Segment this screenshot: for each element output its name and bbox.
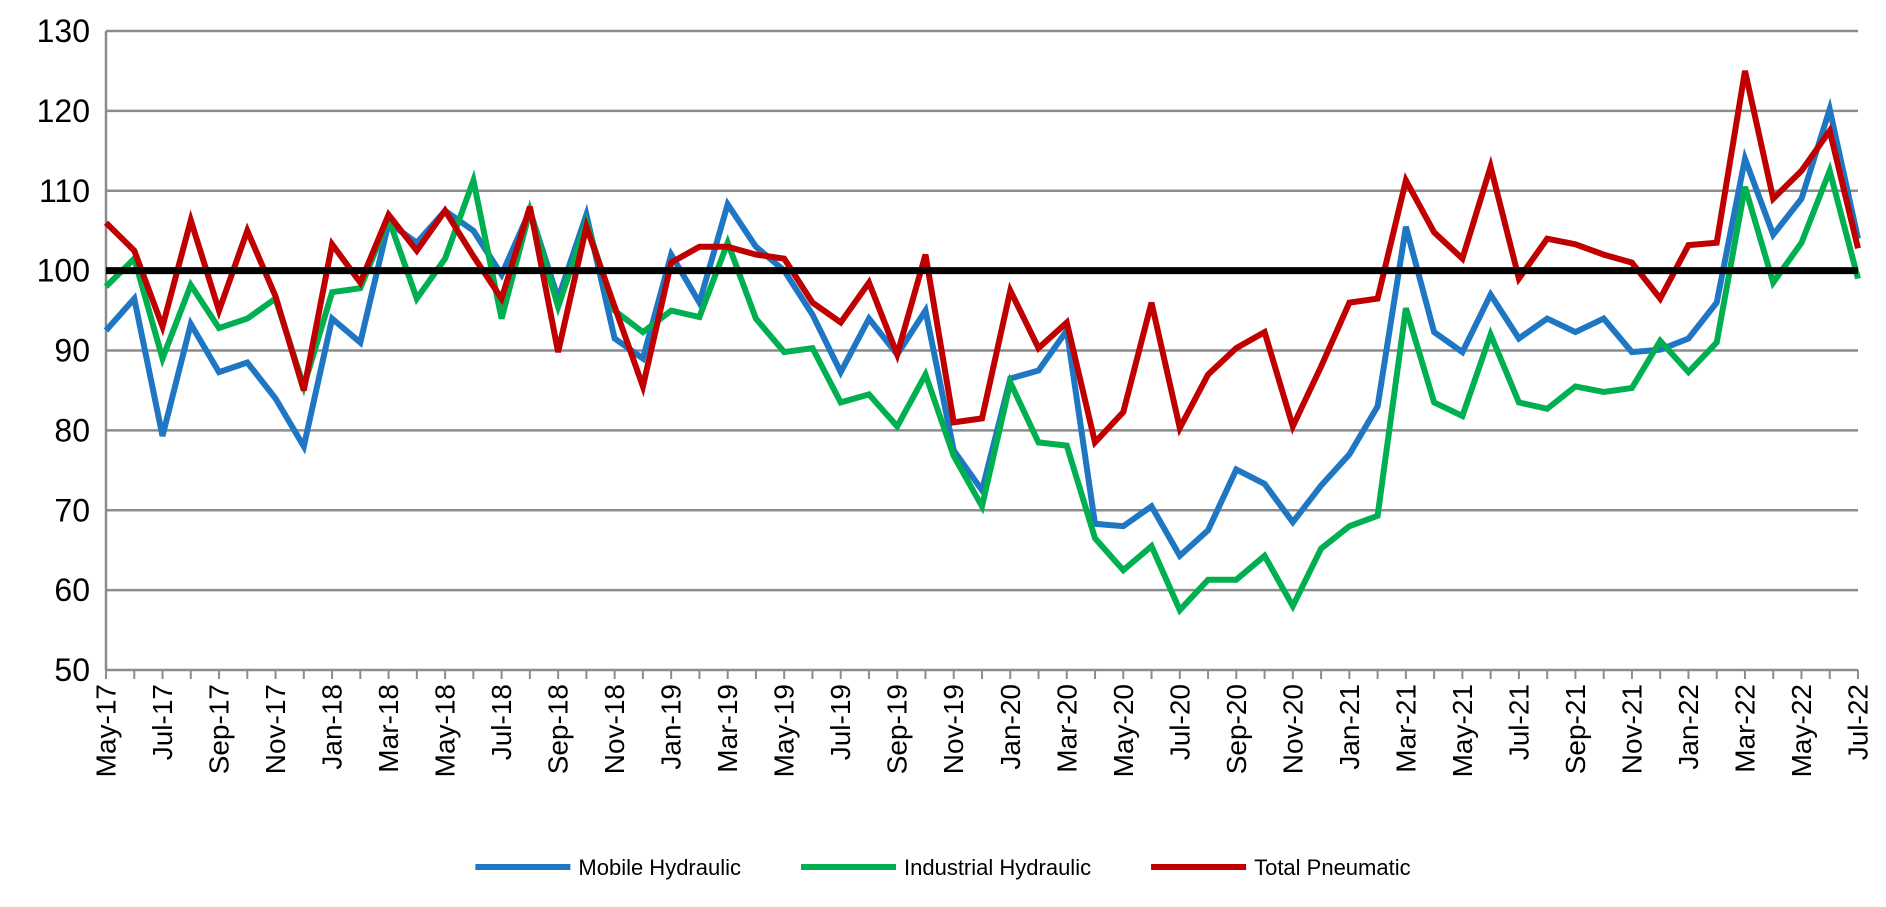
x-tick-label: Nov-20 bbox=[1277, 684, 1308, 774]
x-tick-label: Sep-19 bbox=[882, 684, 913, 774]
y-tick-label: 130 bbox=[37, 13, 90, 49]
series-line-industrial-hydraulic bbox=[103, 161, 1861, 616]
series-line-mobile-hydraulic bbox=[103, 97, 1861, 561]
x-tick-label: Nov-17 bbox=[260, 684, 291, 774]
legend-label-mobile-hydraulic: Mobile Hydraulic bbox=[578, 855, 741, 880]
x-tick-label: Nov-18 bbox=[599, 684, 630, 774]
x-tick-label: Nov-21 bbox=[1616, 684, 1647, 774]
x-tick-label: Sep-18 bbox=[543, 684, 574, 774]
y-tick-label: 90 bbox=[54, 333, 90, 369]
x-tick-label: Mar-21 bbox=[1390, 684, 1421, 773]
legend-label-total-pneumatic: Total Pneumatic bbox=[1254, 855, 1411, 880]
series-line-total-pneumatic bbox=[103, 70, 1861, 449]
x-tick-label: Mar-19 bbox=[712, 684, 743, 773]
x-tick-label: Sep-21 bbox=[1560, 684, 1591, 774]
x-tick-label: Mar-18 bbox=[373, 684, 404, 773]
y-tick-label: 70 bbox=[54, 492, 90, 528]
x-tick-label: May-22 bbox=[1786, 684, 1817, 777]
x-tick-label: May-20 bbox=[1108, 684, 1139, 777]
x-tick-label: Sep-17 bbox=[204, 684, 235, 774]
x-tick-label: Mar-20 bbox=[1051, 684, 1082, 773]
y-tick-label: 100 bbox=[37, 253, 90, 289]
y-tick-label: 80 bbox=[54, 412, 90, 448]
gridlines bbox=[106, 29, 1858, 672]
x-axis: May-17 Jul-17 Sep-17 Nov-17 Jan-18 Mar-18 May-… bbox=[91, 670, 1874, 777]
x-tick-label: Jan-19 bbox=[656, 684, 687, 770]
series-lines bbox=[103, 70, 1861, 616]
x-tick-label: Jul-19 bbox=[825, 684, 856, 760]
legend-label-industrial-hydraulic: Industrial Hydraulic bbox=[904, 855, 1091, 880]
x-tick-label: May-21 bbox=[1447, 684, 1478, 777]
x-tick-label: Jul-18 bbox=[486, 684, 517, 760]
legend: Mobile Hydraulic Industrial Hydraulic Tota… bbox=[475, 855, 1411, 880]
x-tick-label: Mar-22 bbox=[1729, 684, 1760, 773]
x-tick-label: Jan-21 bbox=[1334, 684, 1365, 770]
x-tick-label: Jul-20 bbox=[1164, 684, 1195, 760]
y-axis: 50 60 70 80 90 100 110 120 130 bbox=[37, 13, 108, 688]
y-tick-label: 50 bbox=[54, 652, 90, 688]
y-tick-label: 120 bbox=[37, 93, 90, 129]
y-tick-label: 110 bbox=[39, 173, 90, 209]
x-tick-label: May-19 bbox=[769, 684, 800, 777]
x-tick-label: Nov-19 bbox=[938, 684, 969, 774]
x-tick-label: May-17 bbox=[91, 684, 122, 777]
x-tick-label: Jan-20 bbox=[995, 684, 1026, 770]
x-tick-label: Jul-17 bbox=[147, 684, 178, 760]
x-tick-label: May-18 bbox=[430, 684, 461, 777]
x-tick-label: Jul-21 bbox=[1503, 684, 1534, 760]
x-tick-label: Jul-22 bbox=[1843, 684, 1874, 760]
y-tick-label: 60 bbox=[54, 572, 90, 608]
x-tick-label: Jan-18 bbox=[317, 684, 348, 770]
x-tick-label: Sep-20 bbox=[1221, 684, 1252, 774]
x-tick-label: Jan-22 bbox=[1673, 684, 1704, 770]
